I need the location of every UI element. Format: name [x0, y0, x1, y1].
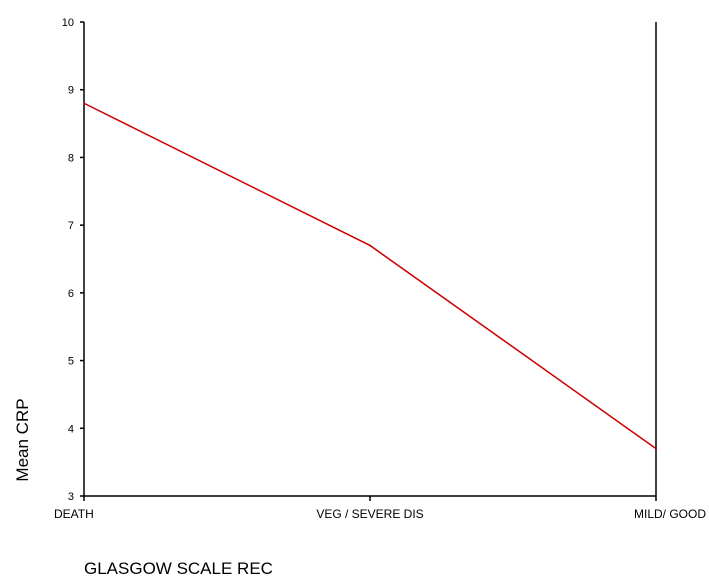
y-tick-label: 4 [68, 423, 74, 435]
y-tick-label: 6 [68, 288, 74, 300]
y-tick-label: 7 [68, 220, 74, 232]
x-axis-title: GLASGOW SCALE REC [84, 559, 273, 575]
data-point [655, 447, 657, 450]
data-point [83, 102, 85, 105]
y-axis-ticks: 3 4 5 6 7 8 9 10 [62, 17, 84, 503]
y-tick-label: 8 [68, 152, 74, 164]
y-tick-label: 10 [62, 17, 74, 29]
series-line [83, 102, 657, 450]
x-axis-ticks: DEATH VEG / SEVERE DIS MILD/ GOOD [54, 496, 706, 521]
y-tick-label: 5 [68, 356, 74, 368]
data-point [369, 244, 371, 247]
axes [83, 22, 657, 497]
y-tick-label: 3 [68, 491, 74, 503]
y-axis-title: Mean CRP [13, 398, 32, 481]
series-layer [83, 102, 657, 450]
x-tick-label: VEG / SEVERE DIS [316, 507, 423, 521]
x-tick-label: DEATH [54, 507, 94, 521]
x-tick-label: MILD/ GOOD [634, 507, 706, 521]
y-tick-label: 9 [68, 85, 74, 97]
